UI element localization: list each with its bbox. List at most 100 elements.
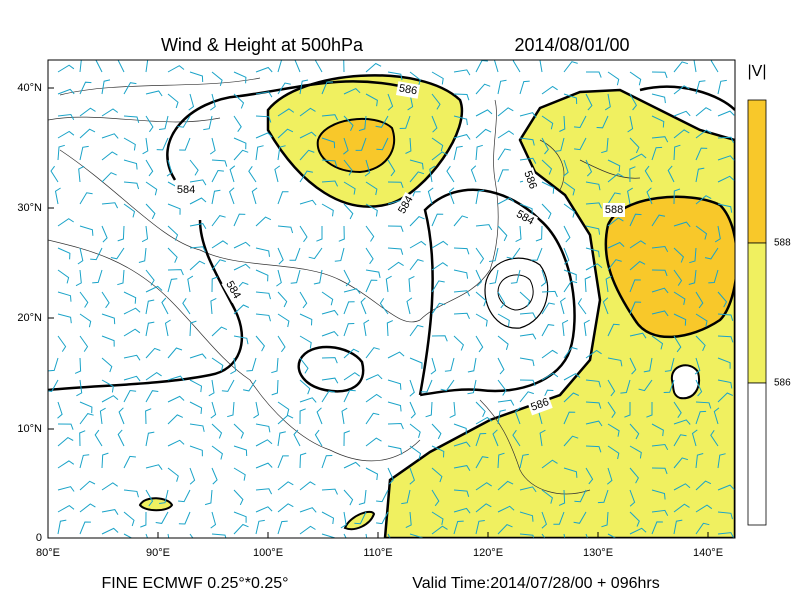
wind-barb — [515, 225, 522, 243]
wind-barb — [385, 275, 392, 293]
lon-label: 140°E — [693, 547, 723, 559]
wind-barb — [387, 379, 402, 390]
wind-barb — [123, 375, 141, 382]
wind-barb — [208, 379, 215, 397]
map-title: Wind & Height at 500hPa — [161, 35, 364, 55]
wind-barb — [79, 430, 86, 447]
lon-label: 100°E — [253, 547, 283, 559]
wind-barb — [563, 435, 579, 447]
wind-barb — [233, 241, 251, 249]
wind-barb — [651, 509, 669, 516]
wind-barb — [179, 137, 191, 151]
contour-label-text: 586 — [529, 396, 550, 414]
wind-barb — [123, 291, 137, 304]
contour-label-text: 586 — [398, 82, 418, 97]
wind-barb — [629, 213, 642, 227]
wind-barb — [563, 280, 578, 293]
wind-barb — [497, 79, 507, 95]
wind-barb — [321, 137, 336, 149]
wind-barb — [189, 379, 203, 393]
wind-barb — [321, 357, 338, 364]
wind-barb — [475, 269, 482, 287]
wind-barb — [492, 429, 499, 447]
wind-barb — [695, 147, 708, 161]
wind-barb — [695, 129, 712, 139]
lat-label: 30°N — [17, 202, 42, 214]
wind-barb — [717, 175, 735, 183]
wind-barb — [299, 507, 317, 513]
wind-barb — [79, 521, 91, 535]
wind-barb — [211, 240, 229, 249]
wind-barb — [717, 453, 726, 469]
wind-barb — [276, 269, 282, 287]
wind-barb — [233, 511, 247, 523]
wind-barb — [211, 445, 223, 460]
wind-barb — [299, 452, 307, 469]
wind-barb — [453, 312, 470, 320]
wind-barb — [101, 527, 119, 535]
wind-barb — [602, 297, 609, 315]
wind-barb — [57, 144, 65, 161]
wind-barb — [145, 115, 154, 133]
wind-barb — [299, 107, 316, 117]
wind-barb — [299, 397, 317, 403]
wind-barb — [54, 187, 61, 205]
wind-barb — [74, 357, 82, 374]
wind-barb — [338, 225, 345, 242]
wind-barb — [420, 379, 433, 393]
map-time: 2014/08/01/00 — [514, 35, 629, 55]
wind-barb — [101, 291, 110, 309]
wind-barb — [651, 71, 668, 79]
wind-barb — [475, 247, 485, 264]
wind-barb — [79, 81, 92, 95]
wind-barb — [651, 423, 664, 437]
wind-barb — [255, 269, 269, 282]
wind-barb — [189, 423, 205, 432]
wind-barb — [118, 407, 125, 425]
wind-barb — [101, 313, 116, 325]
wind-barb — [673, 519, 683, 535]
wind-barb — [341, 407, 348, 425]
wind-barb — [233, 213, 246, 227]
wind-barb — [431, 93, 441, 110]
wind-barb — [277, 128, 294, 139]
wind-barb — [386, 320, 393, 337]
wind-barb — [644, 165, 653, 183]
wind-barb — [145, 60, 149, 73]
wind-barb — [563, 203, 576, 218]
wind-barb — [101, 108, 119, 117]
wind-barb — [293, 429, 301, 447]
wind-barb — [360, 297, 367, 315]
wind-barb — [277, 520, 288, 535]
wind-barb — [695, 410, 707, 425]
wind-barb — [101, 357, 113, 373]
wind-barb — [343, 430, 350, 447]
wind-barb — [646, 187, 653, 205]
wind-barb — [142, 137, 149, 155]
wind-barb — [519, 486, 537, 493]
wind-barb — [365, 247, 374, 265]
wind-barb — [629, 301, 642, 315]
wind-barb — [431, 240, 449, 249]
wind-barb — [539, 429, 546, 447]
wind-barb — [343, 288, 361, 294]
wind-barb — [607, 159, 621, 172]
wind-barb — [343, 88, 361, 95]
wind-barb — [101, 79, 111, 95]
wind-barb — [607, 192, 621, 205]
wind-barb — [145, 159, 154, 177]
wind-barb — [230, 357, 237, 375]
wind-barb — [387, 261, 404, 271]
wind-barb — [79, 107, 96, 117]
wind-barb — [695, 80, 706, 95]
wind-barb — [145, 371, 162, 381]
wind-barb — [489, 269, 499, 285]
wind-barb — [340, 511, 347, 529]
wind-barb — [145, 431, 155, 447]
footer-valid: Valid Time:2014/07/28/00 + 096hrs — [412, 575, 659, 592]
wind-barb — [255, 519, 265, 535]
wind-barb — [629, 332, 647, 339]
wind-barb — [57, 218, 74, 227]
wind-barb — [409, 259, 424, 271]
wind-barb — [629, 93, 638, 111]
